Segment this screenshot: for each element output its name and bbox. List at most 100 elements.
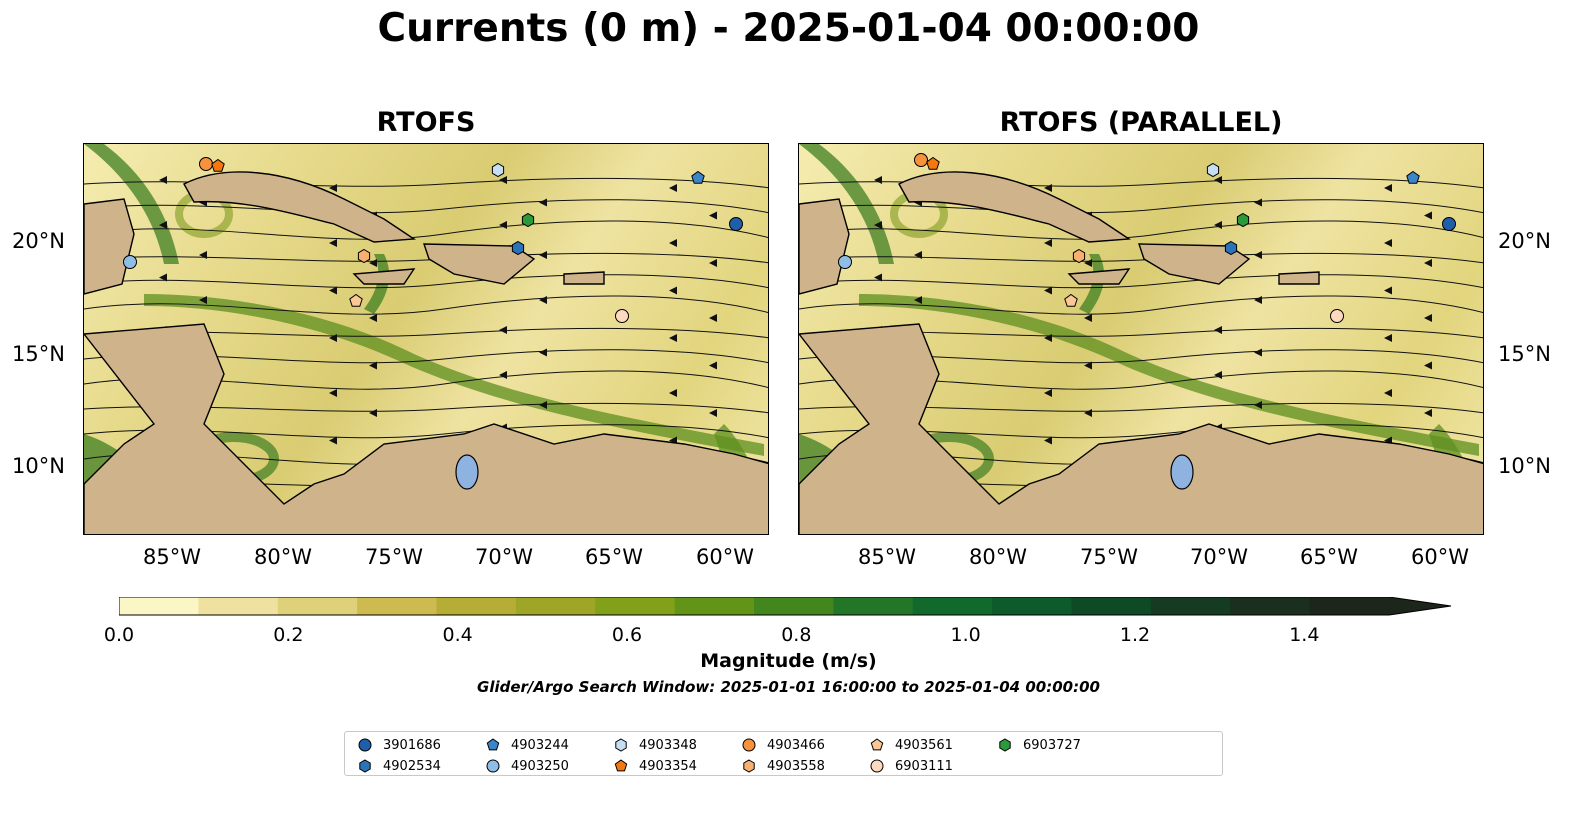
flow-arrow — [329, 436, 337, 445]
legend-label: 3901686 — [383, 737, 441, 753]
legend-marker-icon — [359, 759, 371, 773]
platform-marker-4903354 — [211, 158, 225, 172]
legend-label: 4903250 — [511, 758, 569, 774]
flow-arrow — [539, 296, 547, 304]
flow-arrow — [539, 401, 547, 409]
x-tick-label-left: 75°W — [365, 545, 423, 569]
flow-arrow — [709, 409, 717, 417]
streamline — [84, 295, 768, 315]
flow-arrow — [199, 296, 207, 304]
lake-maracaibo — [1170, 454, 1194, 490]
x-tick-label-right: 70°W — [1190, 545, 1248, 569]
land-jamaica — [1067, 268, 1131, 285]
platform-marker-4903354 — [926, 156, 940, 170]
legend-label: 4903244 — [511, 737, 569, 753]
colorbar-extend-arrow — [1389, 597, 1451, 615]
x-tick-label-left: 60°W — [696, 545, 754, 569]
legend-label: 4903466 — [767, 737, 825, 753]
colorbar-segment — [1071, 597, 1152, 615]
legend-marker-icon — [870, 759, 884, 773]
colorbar-segment — [833, 597, 914, 615]
flow-arrow — [1084, 409, 1092, 417]
legend-item-6903111: 6903111 — [869, 757, 953, 775]
panel-title-rtofs: RTOFS — [376, 107, 476, 138]
flow-arrow — [1424, 409, 1432, 417]
flow-arrow — [1384, 389, 1392, 397]
legend-item-4903250: 4903250 — [485, 757, 569, 775]
colorbar — [119, 597, 1452, 616]
current-band — [799, 144, 894, 264]
panel-title-rtofs-parallel: RTOFS (PARALLEL) — [999, 107, 1283, 138]
flow-arrow — [329, 184, 337, 192]
flow-arrow — [159, 176, 167, 184]
flow-arrow — [1044, 184, 1052, 192]
flow-arrow — [914, 296, 922, 304]
flow-arrow — [709, 259, 717, 267]
platform-marker-4902534 — [1224, 240, 1238, 256]
lake-maracaibo — [455, 454, 479, 490]
y-tick-label-left: 10°N — [12, 454, 65, 478]
flow-arrow — [1254, 348, 1262, 357]
flow-arrow — [1214, 371, 1222, 379]
land-central-south-america — [799, 323, 1483, 534]
flow-arrow — [669, 286, 677, 295]
x-tick-label-left: 65°W — [585, 545, 643, 569]
flow-arrow — [709, 314, 717, 322]
flow-arrow — [709, 211, 717, 220]
streamline — [799, 199, 1483, 214]
legend-marker-icon — [870, 738, 884, 751]
flow-arrow — [329, 389, 337, 397]
platform-marker-4902534 — [511, 240, 525, 256]
platform-marker-4903244 — [691, 170, 705, 184]
current-field-svg — [799, 144, 1483, 534]
current-band — [144, 294, 764, 456]
streamline — [799, 220, 1483, 240]
flow-arrow — [499, 176, 507, 184]
y-tick-label-right: 10°N — [1498, 454, 1551, 478]
streamline — [84, 252, 768, 264]
x-tick-label-left: 85°W — [143, 545, 201, 569]
land-yucatan — [84, 198, 135, 295]
flow-arrow — [874, 221, 882, 229]
colorbar-tick-label: 1.0 — [950, 624, 981, 646]
legend-label: 4902534 — [383, 758, 441, 774]
flow-arrow — [369, 361, 377, 370]
colorbar-segment — [515, 597, 596, 615]
current-band — [364, 254, 390, 314]
legend-item-4903244: 4903244 — [485, 736, 569, 754]
colorbar-segment — [754, 597, 834, 615]
flow-arrow — [539, 251, 547, 259]
flow-arrow — [539, 198, 547, 207]
legend-marker-icon — [486, 738, 500, 751]
flow-arrow — [159, 273, 167, 282]
map-panel-rtofs[interactable] — [83, 143, 769, 535]
flow-arrow — [1424, 314, 1432, 322]
flow-arrow — [1384, 239, 1392, 247]
flow-arrow — [369, 259, 377, 267]
flow-arrow — [1254, 401, 1262, 409]
land-puerto-rico — [1278, 271, 1320, 285]
streamline — [799, 252, 1483, 264]
flow-arrow — [499, 221, 507, 229]
flow-arrow — [1424, 259, 1432, 267]
colorbar-segment — [357, 597, 437, 615]
platform-marker-4903348 — [1206, 162, 1220, 178]
colorbar-label: Magnitude (m/s) — [700, 650, 877, 672]
legend-item-4903558: 4903558 — [741, 757, 825, 775]
colorbar-tick-label: 0.4 — [442, 624, 473, 646]
flow-arrow — [1254, 198, 1262, 207]
flow-arrow — [914, 251, 922, 259]
flow-arrow — [499, 326, 507, 334]
x-tick-label-right: 80°W — [969, 545, 1027, 569]
legend-label: 4903354 — [639, 758, 697, 774]
x-tick-label-right: 75°W — [1080, 545, 1138, 569]
colorbar-segment — [198, 597, 279, 615]
flow-arrow — [1254, 251, 1262, 259]
flow-arrow — [1424, 211, 1432, 220]
flow-arrow — [1214, 326, 1222, 334]
legend-marker-icon — [358, 738, 372, 752]
flow-arrow — [1084, 361, 1092, 370]
colorbar-tick-label: 1.4 — [1289, 624, 1320, 646]
map-panel-rtofs-parallel[interactable] — [798, 143, 1484, 535]
legend-label: 6903111 — [895, 758, 953, 774]
